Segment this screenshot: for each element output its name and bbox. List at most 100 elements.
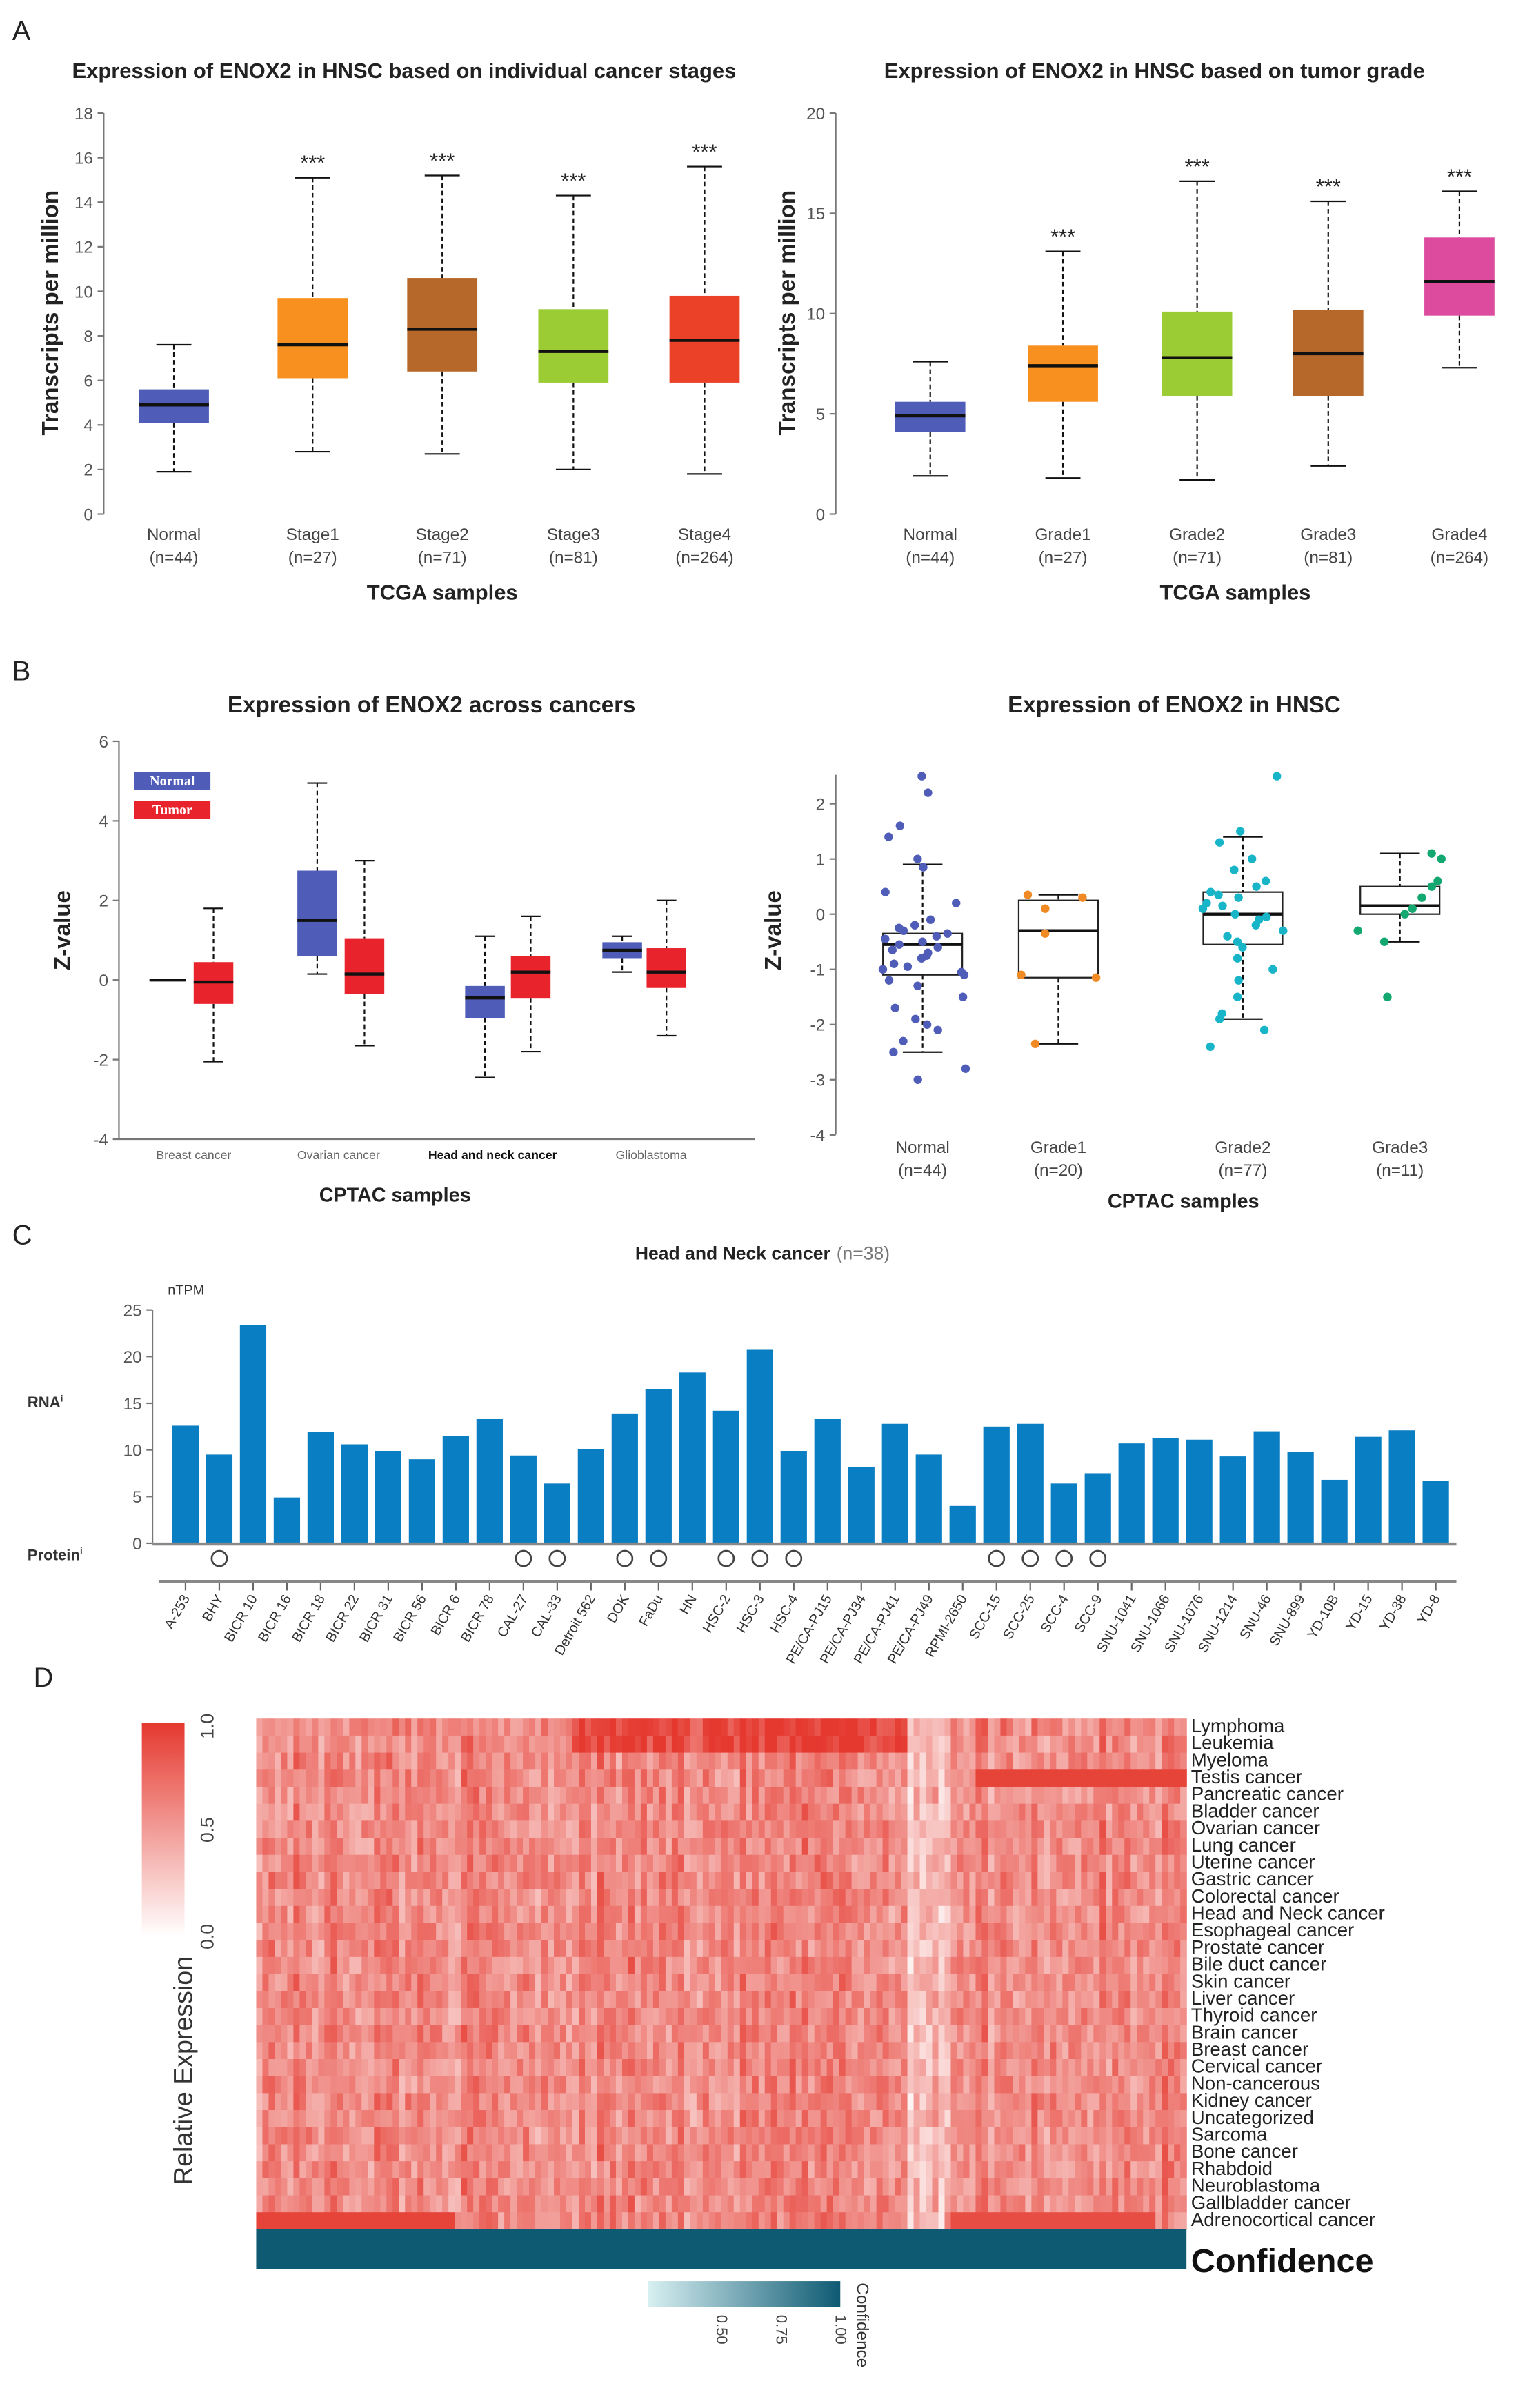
heatmap-cell <box>715 1956 722 1975</box>
heatmap-cell <box>1056 2195 1063 2213</box>
heatmap-cell <box>417 1803 424 1822</box>
box <box>1202 891 1284 945</box>
heatmap-cell <box>517 2178 524 2196</box>
heatmap-cell <box>590 2144 598 2162</box>
heatmap-cell <box>523 1752 530 1770</box>
heatmap-cell <box>895 1820 902 1838</box>
heatmap-cell <box>461 1735 468 1754</box>
heatmap-cell <box>789 2144 797 2162</box>
heatmap-cell <box>1031 1820 1039 1838</box>
heatmap-cell <box>715 2059 722 2077</box>
heatmap-cell <box>1006 2059 1014 2077</box>
heatmap-cell <box>826 1838 834 1856</box>
heatmap-cell <box>652 2076 660 2094</box>
heatmap-cell <box>541 1769 548 1787</box>
heatmap-cell <box>1044 2093 1051 2111</box>
heatmap-cell <box>789 1854 797 1873</box>
heatmap-cell <box>659 1735 666 1754</box>
heatmap-cell <box>957 2144 964 2162</box>
heatmap-cell <box>1118 2007 1125 2026</box>
heatmap-cell <box>746 1820 753 1838</box>
b-right-point <box>1247 854 1257 863</box>
heatmap-cell <box>1044 1838 1051 1856</box>
heatmap-cell <box>448 2127 455 2145</box>
heatmap-cell <box>783 2144 790 2162</box>
heatmap-cell <box>399 1923 406 1940</box>
b-right-point <box>1223 932 1232 941</box>
heatmap-cell <box>1050 1940 1057 1958</box>
c-category-label: SCC-25 <box>1000 1592 1037 1642</box>
heatmap-cell <box>361 1991 368 2009</box>
heatmap-cell <box>1093 2127 1100 2145</box>
heatmap-cell <box>845 1905 853 1924</box>
heatmap-cell <box>733 2212 741 2230</box>
info-icon[interactable]: i <box>80 1545 83 1556</box>
heatmap-cell <box>820 1889 828 1907</box>
heatmap-cell <box>560 1718 567 1736</box>
heatmap-cell <box>621 2059 629 2077</box>
heatmap-cell <box>1162 2161 1168 2179</box>
bar-YD-38 <box>1388 1430 1415 1543</box>
heatmap-cell <box>1106 1956 1113 1975</box>
heatmap-cell <box>640 1889 648 1907</box>
heatmap-cell <box>1075 1872 1082 1889</box>
heatmap-cell <box>764 1956 772 1975</box>
heatmap-cell <box>640 1820 648 1838</box>
heatmap-cell <box>597 1974 604 1991</box>
heatmap-cell <box>572 2042 579 2060</box>
heatmap-cell <box>330 1991 337 2009</box>
a-right-category-count: (n=264) <box>1431 548 1488 567</box>
heatmap-cell <box>957 2110 964 2128</box>
heatmap-cell <box>467 1889 474 1907</box>
heatmap-cell <box>752 2110 759 2128</box>
heatmap-cell <box>430 1940 437 1958</box>
heatmap-cell <box>820 2212 828 2230</box>
heatmap-cell <box>579 1889 586 1907</box>
heatmap-cell <box>374 1786 381 1805</box>
heatmap-cell <box>1062 2059 1069 2077</box>
b-left-ylabel: Z-value <box>50 890 76 970</box>
heatmap-cell <box>541 2076 548 2094</box>
heatmap-cell <box>609 1889 617 1907</box>
heatmap-cell <box>702 1752 710 1770</box>
heatmap-cell <box>306 1956 313 1975</box>
heatmap-cell <box>1093 1889 1100 1907</box>
heatmap-cell <box>436 2042 443 2060</box>
heatmap-cell <box>1006 2076 1014 2094</box>
heatmap-cell <box>467 1854 474 1873</box>
heatmap-cell <box>926 2110 933 2128</box>
heatmap-cell <box>355 1905 362 1924</box>
heatmap-cell <box>708 2025 716 2043</box>
heatmap-cell <box>517 2110 524 2128</box>
heatmap-cell <box>919 1991 927 2009</box>
heatmap-cell <box>1093 2161 1100 2179</box>
heatmap-cell <box>888 1974 896 1991</box>
heatmap-cell <box>770 2110 778 2128</box>
heatmap-cell <box>529 2127 536 2145</box>
heatmap-cell <box>609 2093 617 2111</box>
heatmap-cell <box>1037 1974 1045 1991</box>
heatmap-cell <box>492 1769 499 1787</box>
heatmap-cell <box>504 2127 511 2145</box>
heatmap-cell <box>430 2025 437 2043</box>
heatmap-cell <box>417 1838 424 1856</box>
heatmap-cell <box>1155 1735 1162 1754</box>
heatmap-cell <box>275 2093 282 2111</box>
heatmap-cell <box>702 1769 710 1787</box>
info-icon[interactable]: i <box>61 1393 63 1403</box>
heatmap-cell <box>572 2212 579 2230</box>
box <box>407 278 478 372</box>
heatmap-cell <box>1031 1838 1039 1856</box>
heatmap-cell <box>566 1889 573 1907</box>
heatmap-cell <box>590 2093 598 2111</box>
heatmap-cell <box>1050 2025 1057 2043</box>
heatmap-cell <box>579 2042 586 2060</box>
heatmap-cell <box>411 1820 418 1838</box>
heatmap-cell <box>981 1820 989 1838</box>
heatmap-cell <box>777 2110 784 2128</box>
a-left-category-count: (n=264) <box>675 548 733 567</box>
heatmap-cell <box>455 1956 461 1975</box>
heatmap-cell <box>752 2007 759 2026</box>
heatmap-cell <box>665 1735 672 1754</box>
heatmap-cell <box>535 2127 542 2145</box>
